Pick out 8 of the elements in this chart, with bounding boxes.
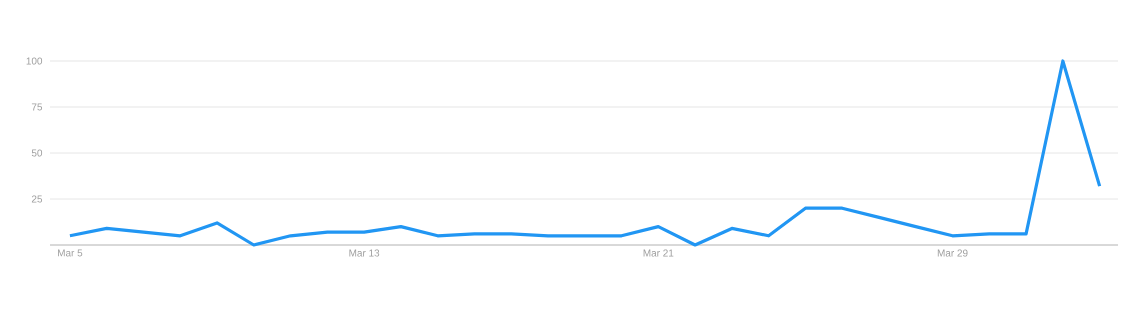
y-tick-label: 25 [31, 195, 43, 203]
x-tick-label: Mar 5 [58, 249, 83, 257]
y-tick-label: 100 [26, 57, 43, 65]
y-tick-label: 50 [31, 149, 43, 157]
y-tick-label: 75 [31, 103, 43, 111]
x-tick-label: Mar 13 [349, 249, 380, 257]
x-tick-label: Mar 21 [643, 249, 674, 257]
x-tick-label: Mar 29 [937, 249, 968, 257]
